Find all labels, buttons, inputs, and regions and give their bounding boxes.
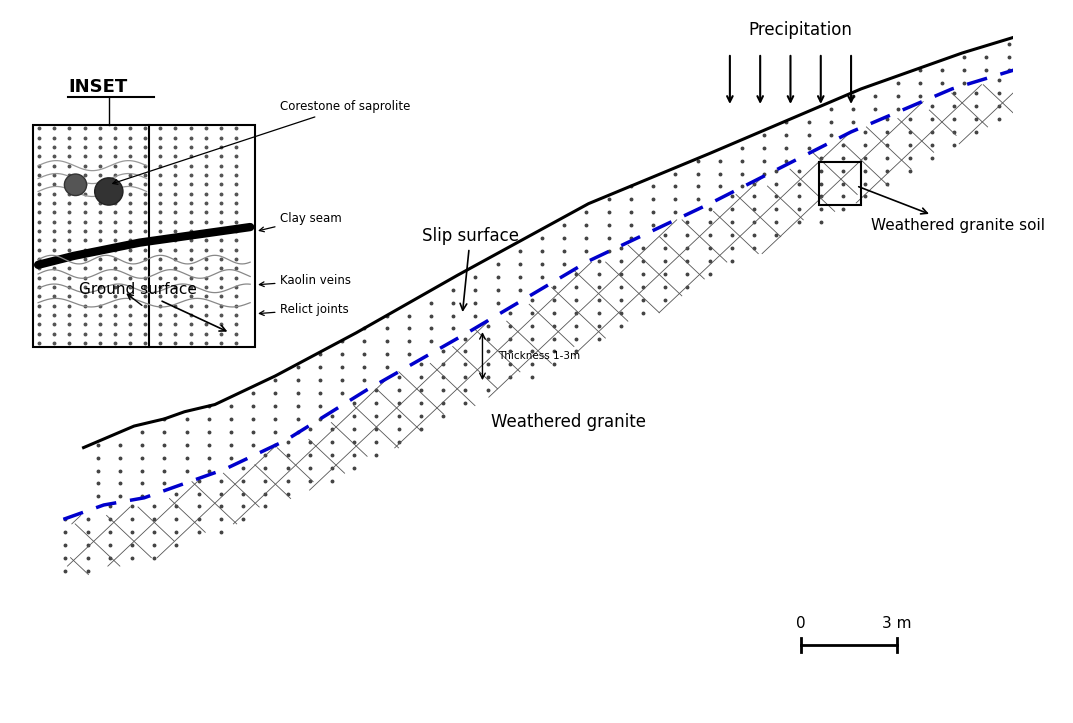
Text: 0: 0 xyxy=(796,615,806,630)
Text: Weathered granite soil: Weathered granite soil xyxy=(858,187,1045,233)
Text: Kaolin veins: Kaolin veins xyxy=(260,274,352,287)
Text: Precipitation: Precipitation xyxy=(749,21,853,39)
Text: Clay seam: Clay seam xyxy=(260,212,342,232)
Text: INSET: INSET xyxy=(69,78,128,96)
Text: Ground surface: Ground surface xyxy=(78,282,225,331)
Text: Corestone of saprolite: Corestone of saprolite xyxy=(113,100,411,184)
Bar xyxy=(819,162,862,205)
Text: Slip surface: Slip surface xyxy=(422,227,519,310)
Text: Weathered granite: Weathered granite xyxy=(490,414,646,432)
Text: Relict joints: Relict joints xyxy=(260,303,349,316)
Ellipse shape xyxy=(64,174,87,195)
Ellipse shape xyxy=(94,178,123,205)
Text: 3 m: 3 m xyxy=(882,615,911,630)
Bar xyxy=(33,125,255,347)
Text: Thickness 1-3m: Thickness 1-3m xyxy=(498,351,579,361)
